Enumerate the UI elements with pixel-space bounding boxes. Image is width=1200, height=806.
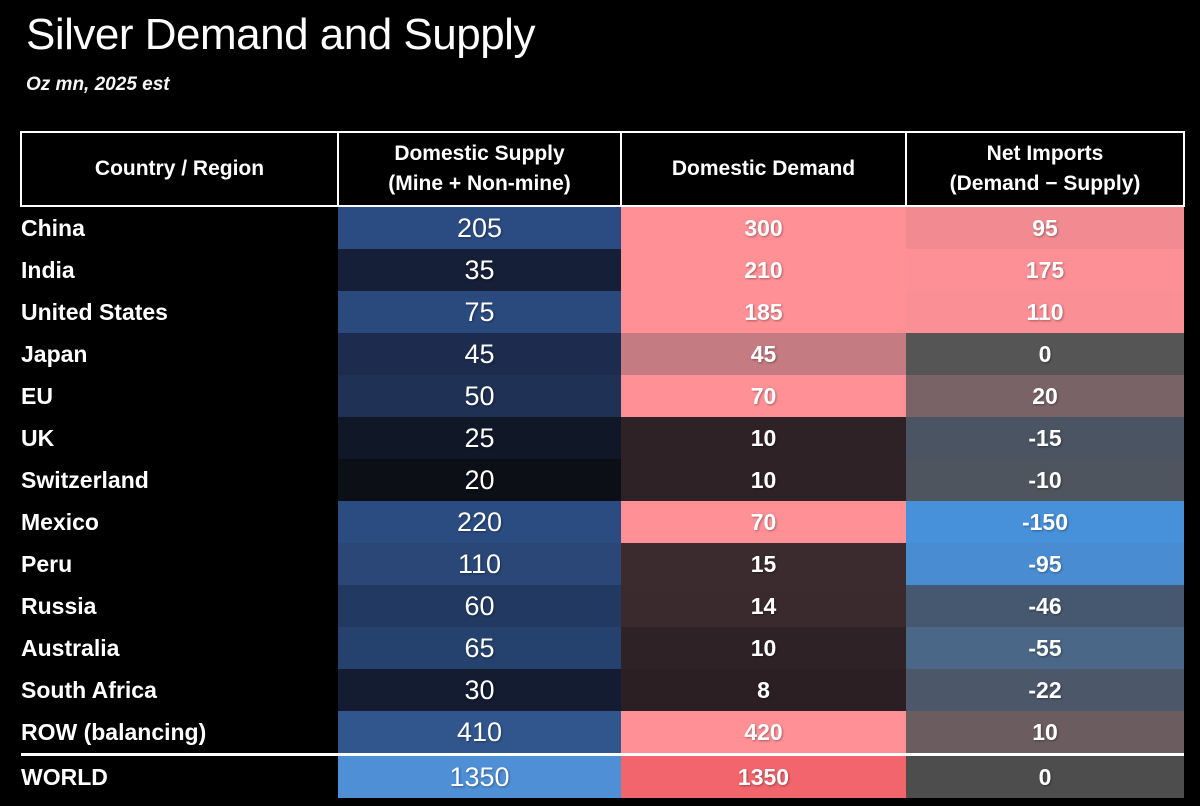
supply-cell: 25 [338,417,621,459]
net-imports-cell: 110 [906,291,1184,333]
net-imports-cell: 0 [906,333,1184,375]
supply-cell: 75 [338,291,621,333]
table-row: Japan 45 45 0 [21,333,1184,375]
supply-cell: 110 [338,543,621,585]
table-row: South Africa 30 8 -22 [21,669,1184,711]
header-domestic-supply: Domestic Supply (Mine + Non-mine) [337,131,622,207]
supply-cell: 30 [338,669,621,711]
supply-cell: 35 [338,249,621,291]
supply-cell: 1350 [338,753,621,798]
demand-cell: 15 [621,543,906,585]
header-country-label: Country / Region [94,156,265,180]
demand-cell: 1350 [621,753,906,798]
demand-cell: 300 [621,206,906,249]
header-supply-line2: (Mine + Non-mine) [388,172,571,195]
demand-cell: 210 [621,249,906,291]
table-row: India 35 210 175 [21,249,1184,291]
supply-cell: 410 [338,711,621,755]
table-row: United States 75 185 110 [21,291,1184,333]
header-domestic-demand: Domestic Demand [620,131,907,207]
page-subtitle: Oz mn, 2025 est [26,74,170,95]
header-net-imports: Net Imports (Demand − Supply) [905,131,1185,207]
supply-cell: 20 [338,459,621,501]
table-row: Peru 110 15 -95 [21,543,1184,585]
supply-cell: 50 [338,375,621,417]
country-cell: Peru [21,543,338,585]
table-row: Mexico 220 70 -150 [21,501,1184,543]
table-row: ROW (balancing) 410 420 10 [21,711,1184,755]
header-net-line2: (Demand − Supply) [949,172,1141,195]
country-cell: Russia [21,585,338,627]
net-imports-cell: -55 [906,627,1184,669]
net-imports-cell: 10 [906,711,1184,755]
net-imports-cell: -95 [906,543,1184,585]
silver-supply-demand-table: Country / Region Domestic Supply (Mine +… [20,131,1185,798]
supply-cell: 60 [338,585,621,627]
table-row: Switzerland 20 10 -10 [21,459,1184,501]
header-row: Country / Region Domestic Supply (Mine +… [20,131,1185,207]
supply-cell: 65 [338,627,621,669]
demand-cell: 8 [621,669,906,711]
country-cell: South Africa [21,669,338,711]
table-row: Australia 65 10 -55 [21,627,1184,669]
header-country: Country / Region [20,131,339,207]
net-imports-cell: 95 [906,206,1184,249]
net-imports-cell: -150 [906,501,1184,543]
demand-cell: 70 [621,375,906,417]
supply-cell: 45 [338,333,621,375]
country-cell: United States [21,291,338,333]
country-cell: WORLD [21,753,338,798]
demand-cell: 10 [621,627,906,669]
header-supply-line1: Domestic Supply [394,141,565,165]
net-imports-cell: -22 [906,669,1184,711]
country-cell: India [21,249,338,291]
table-row: China 205 300 95 [21,206,1184,249]
table-header: Country / Region Domestic Supply (Mine +… [20,131,1185,207]
country-cell: Australia [21,627,338,669]
table-row: WORLD 1350 1350 0 [21,753,1184,798]
net-imports-cell: 0 [906,753,1184,798]
country-cell: ROW (balancing) [21,711,338,755]
table-body: China 205 300 95 India 35 210 175 United… [21,206,1184,798]
table-row: Russia 60 14 -46 [21,585,1184,627]
demand-cell: 10 [621,417,906,459]
demand-cell: 420 [621,711,906,755]
demand-cell: 185 [621,291,906,333]
header-net-line1: Net Imports [986,141,1104,165]
demand-cell: 70 [621,501,906,543]
net-imports-cell: 175 [906,249,1184,291]
supply-cell: 220 [338,501,621,543]
country-cell: EU [21,375,338,417]
header-demand-label: Domestic Demand [671,156,856,180]
table-row: EU 50 70 20 [21,375,1184,417]
net-imports-cell: -10 [906,459,1184,501]
country-cell: Japan [21,333,338,375]
country-cell: Mexico [21,501,338,543]
net-imports-cell: -15 [906,417,1184,459]
supply-cell: 205 [338,206,621,249]
net-imports-cell: 20 [906,375,1184,417]
demand-cell: 10 [621,459,906,501]
page-title: Silver Demand and Supply [26,10,535,59]
demand-cell: 14 [621,585,906,627]
table-row: UK 25 10 -15 [21,417,1184,459]
country-cell: China [21,206,338,249]
net-imports-cell: -46 [906,585,1184,627]
demand-cell: 45 [621,333,906,375]
country-cell: Switzerland [21,459,338,501]
country-cell: UK [21,417,338,459]
